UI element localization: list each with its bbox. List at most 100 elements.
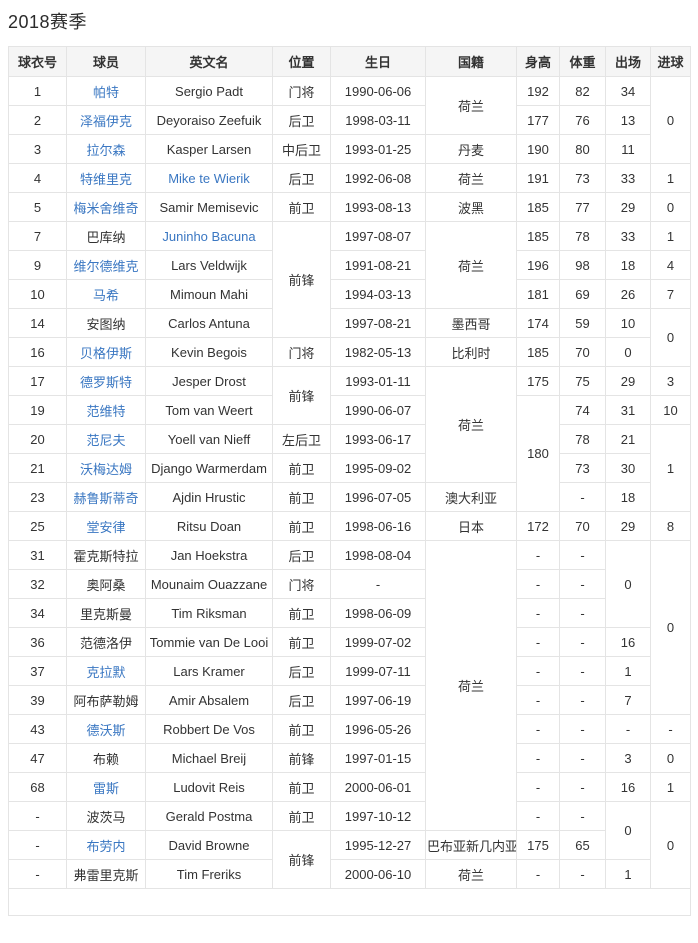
table-cell: 0 — [650, 743, 691, 773]
table-cell: 37 — [8, 656, 67, 686]
table-cell: 21 — [8, 453, 67, 483]
player-link-cell[interactable]: 德罗斯特 — [66, 366, 146, 396]
player-link-cell[interactable]: 堂安律 — [66, 511, 146, 541]
table-cell: Django Warmerdam — [145, 453, 273, 483]
player-link[interactable]: 沃梅达姆 — [79, 461, 132, 477]
table-row: 31 霍克斯特拉 Jan Hoekstra 后卫 1998-08-04 荷兰 - -0 0 — [8, 540, 691, 831]
table-cell: 16 — [605, 772, 651, 802]
table-cell: 14 — [8, 308, 67, 338]
table-cell: 1 — [650, 772, 691, 802]
table-cell: 前卫 — [272, 801, 331, 831]
table-cell: 荷兰 — [425, 366, 517, 483]
player-link-cell[interactable]: 马希 — [66, 279, 146, 309]
player-link[interactable]: 德沃斯 — [86, 722, 126, 738]
table-cell: Sergio Padt — [145, 76, 273, 106]
player-link[interactable]: 范维特 — [86, 403, 126, 419]
table-cell: 0 — [650, 801, 691, 889]
player-link[interactable]: 贝格伊斯 — [79, 345, 132, 361]
player-link-cell[interactable]: 范尼夫 — [66, 424, 146, 454]
player-link[interactable]: 帕特 — [92, 84, 119, 100]
table-cell: - — [516, 772, 560, 802]
player-link-cell[interactable]: 帕特 — [66, 76, 146, 106]
player-link-cell[interactable]: 布劳内 — [66, 830, 146, 860]
table-row: 4 特维里克 Mike te Wierik 后卫 1992-06-08 荷兰 191 73 33… — [8, 163, 691, 193]
table-cell: 1 — [605, 656, 651, 686]
player-link-cell[interactable]: 雷斯 — [66, 772, 146, 802]
table-cell: 39 — [8, 685, 67, 715]
player-link-cell[interactable]: 克拉默 — [66, 656, 146, 686]
table-cell: 29 — [605, 192, 651, 222]
col-header-4: 生日 — [330, 46, 426, 77]
player-link-cell[interactable]: 泽福伊克 — [66, 105, 146, 135]
table-cell: 荷兰 — [425, 163, 517, 193]
player-link-cell[interactable]: 贝格伊斯 — [66, 337, 146, 367]
table-cell: 4 — [8, 163, 67, 193]
player-link[interactable]: 特维里克 — [79, 171, 132, 187]
table-cell: 后卫 — [272, 656, 331, 686]
table-cell: 里克斯曼 — [66, 598, 146, 628]
player-link-cell[interactable]: 拉尔森 — [66, 134, 146, 164]
table-cell: - — [559, 656, 606, 686]
table-row: - 波茨马 Gerald Postma 前卫 1997-10-12- -0 0 — [8, 801, 691, 889]
player-link[interactable]: 布劳内 — [86, 838, 126, 854]
table-cell: - — [8, 859, 67, 889]
table-cell: 98 — [559, 250, 606, 280]
table-cell: 1999-07-02 — [330, 627, 426, 657]
player-link-cell[interactable]: 德沃斯 — [66, 714, 146, 744]
table-row: 2 泽福伊克 Deyoraiso Zeefuik 后卫 1998-03-11 177 76 1… — [8, 105, 691, 135]
table-cell: 70 — [559, 511, 606, 541]
table-cell: 前锋 — [272, 221, 331, 338]
player-link[interactable]: 克拉默 — [86, 664, 126, 680]
col-header-2: 英文名 — [145, 46, 273, 77]
table-cell: 7 — [605, 685, 651, 715]
table-cell: - — [559, 772, 606, 802]
table-cell: 185 — [516, 192, 560, 222]
table-row: 39 阿布萨勒姆 Amir Absalem 后卫 1997-06-19- -7 — [8, 685, 691, 715]
table-cell: 191 — [516, 163, 560, 193]
player-link[interactable]: 赫鲁斯蒂奇 — [73, 490, 139, 506]
player-link-cell[interactable]: 维尔德维克 — [66, 250, 146, 280]
table-cell: 0 — [650, 192, 691, 222]
col-header-1: 球员 — [66, 46, 146, 77]
table-cell: 1 — [650, 221, 691, 251]
player-link-cell[interactable]: 特维里克 — [66, 163, 146, 193]
player-link-cell[interactable]: Juninho Bacuna — [145, 221, 273, 251]
table-cell: 65 — [559, 830, 606, 860]
table-cell: Ritsu Doan — [145, 511, 273, 541]
table-cell: 17 — [8, 366, 67, 396]
table-cell: 18 — [605, 250, 651, 280]
table-cell: 1995-12-27 — [330, 830, 426, 860]
table-cell: 1991-08-21 — [330, 250, 426, 280]
player-link[interactable]: Juninho Bacuna — [162, 228, 256, 244]
table-cell: 78 — [559, 424, 606, 454]
player-link[interactable]: 维尔德维克 — [73, 258, 139, 274]
table-cell: 73 — [559, 163, 606, 193]
player-link[interactable]: 梅米舍维奇 — [73, 200, 139, 216]
player-link-cell[interactable]: 范维特 — [66, 395, 146, 425]
table-cell: 荷兰 — [425, 540, 517, 831]
table-cell: 前锋 — [272, 366, 331, 425]
player-link-cell[interactable]: 沃梅达姆 — [66, 453, 146, 483]
page-title: 2018赛季 — [8, 12, 88, 32]
player-link[interactable]: 泽福伊克 — [79, 113, 132, 129]
table-cell: 前锋 — [272, 830, 331, 889]
table-cell: 1996-07-05 — [330, 482, 426, 512]
player-link[interactable]: 堂安律 — [86, 519, 126, 535]
table-cell: 10 — [605, 308, 651, 338]
table-cell: 弗雷里克斯 — [66, 859, 146, 889]
table-row: 3 拉尔森 Kasper Larsen 中后卫 1993-01-25 丹麦 190 80 11 — [8, 134, 691, 164]
player-link[interactable]: Mike te Wierik — [168, 170, 250, 186]
player-link[interactable]: 范尼夫 — [86, 432, 126, 448]
table-row: 37 克拉默 Lars Kramer 后卫 1999-07-11- -1 — [8, 656, 691, 686]
player-link[interactable]: 拉尔森 — [86, 142, 126, 158]
player-link-cell[interactable]: 梅米舍维奇 — [66, 192, 146, 222]
player-link[interactable]: 马希 — [92, 287, 119, 303]
player-link[interactable]: 雷斯 — [92, 780, 119, 796]
player-link-cell[interactable]: Mike te Wierik — [145, 163, 273, 193]
table-cell: - — [559, 743, 606, 773]
table-cell: 3 — [8, 134, 67, 164]
table-cell: 175 — [516, 366, 560, 396]
player-link-cell[interactable]: 赫鲁斯蒂奇 — [66, 482, 146, 512]
player-link[interactable]: 德罗斯特 — [79, 374, 132, 390]
table-cell: - — [559, 598, 606, 628]
